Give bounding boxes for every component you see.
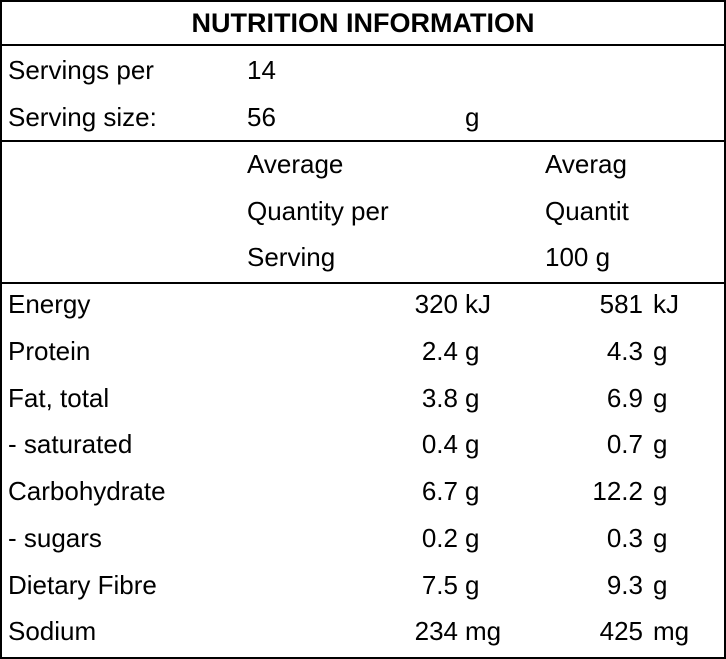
- nutrient-name: Fat, total: [8, 383, 110, 413]
- per-100g-value: 9.3: [606, 570, 643, 600]
- per-serving-value: 0.4: [421, 429, 458, 459]
- header-per-serving-line3: Serving: [247, 242, 336, 272]
- per-100g-value: 581: [599, 289, 643, 319]
- nutrient-name: Carbohydrate: [8, 476, 166, 506]
- per-serving-unit: g: [465, 336, 480, 366]
- per-100g-value: 0.3: [606, 523, 643, 553]
- nutrient-name: Protein: [8, 336, 91, 366]
- per-serving-unit: kJ: [465, 289, 491, 319]
- nutrient-name: Energy: [8, 289, 91, 319]
- servings-per-value: 14: [247, 55, 276, 85]
- nutrient-name: Sodium: [8, 616, 97, 646]
- per-serving-unit: g: [465, 383, 480, 413]
- per-serving-value: 234: [414, 616, 458, 646]
- per-100g-unit: g: [653, 383, 668, 413]
- per-100g-unit: g: [653, 476, 668, 506]
- per-serving-unit: g: [465, 476, 480, 506]
- per-100g-unit: kJ: [653, 289, 679, 319]
- per-serving-unit: g: [465, 429, 480, 459]
- divider-servings: [2, 140, 724, 142]
- divider-header: [2, 282, 724, 284]
- per-serving-value: 7.5: [421, 570, 458, 600]
- per-100g-unit: g: [653, 336, 668, 366]
- per-100g-unit: g: [653, 570, 668, 600]
- header-per-serving-line2: Quantity per: [247, 196, 389, 226]
- nutrient-name: - saturated: [8, 429, 133, 459]
- serving-size-unit: g: [465, 102, 480, 132]
- per-serving-value: 0.2: [421, 523, 458, 553]
- per-100g-value: 4.3: [606, 336, 643, 366]
- serving-size-value: 56: [247, 102, 276, 132]
- per-100g-unit: mg: [653, 616, 690, 646]
- per-100g-unit: g: [653, 523, 668, 553]
- per-serving-unit: g: [465, 570, 480, 600]
- serving-size-label: Serving size:: [8, 102, 157, 132]
- per-100g-value: 12.2: [592, 476, 643, 506]
- per-serving-unit: mg: [465, 616, 502, 646]
- per-serving-value: 6.7: [421, 476, 458, 506]
- header-per-100g-line2: Quantit: [545, 196, 629, 226]
- per-serving-value: 320: [414, 289, 458, 319]
- nutrient-name: Dietary Fibre: [8, 570, 157, 600]
- per-100g-value: 6.9: [606, 383, 643, 413]
- panel-title: NUTRITION INFORMATION: [2, 2, 724, 46]
- header-per-serving-line1: Average: [247, 149, 344, 179]
- nutrient-name: - sugars: [8, 523, 102, 553]
- per-100g-value: 425: [599, 616, 643, 646]
- per-serving-unit: g: [465, 523, 480, 553]
- per-100g-value: 0.7: [606, 429, 643, 459]
- per-100g-unit: g: [653, 429, 668, 459]
- per-serving-value: 3.8: [421, 383, 458, 413]
- header-per-100g-line1: Averag: [545, 149, 627, 179]
- servings-per-label: Servings per: [8, 55, 154, 85]
- header-per-100g-line3: 100 g: [545, 242, 611, 272]
- per-serving-value: 2.4: [421, 336, 458, 366]
